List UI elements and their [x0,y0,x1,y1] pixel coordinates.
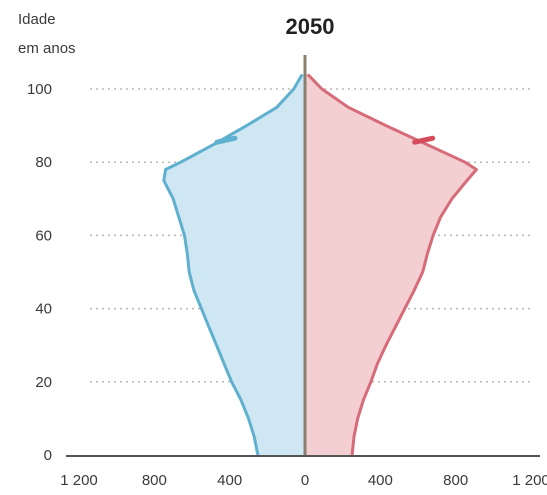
x-tick-label: 800 [142,472,167,489]
y-tick-label: 100 [27,81,52,98]
right-series-line [306,73,478,456]
y-tick-label: 80 [35,154,52,171]
right-highlight-mark [412,135,436,145]
x-tick-label: 800 [443,472,468,489]
y-tick-labels: 0 20 40 60 80 100 [27,81,52,464]
right-area-fill [305,74,477,456]
x-tick-label: 1 200 [512,472,547,489]
y-tick-label: 0 [44,447,52,464]
y-tick-label: 40 [35,301,52,318]
y-tick-label: 20 [35,374,52,391]
y-axis-label-line1: Idade [18,11,56,28]
left-area-fill [163,74,305,456]
chart-title: 2050 [286,14,335,39]
left-series-line [162,73,304,456]
x-tick-labels: 1 200 800 400 0 400 800 1 200 [60,472,547,489]
y-tick-label: 60 [35,227,52,244]
left-highlight-mark [214,135,238,145]
x-tick-label: 0 [301,472,309,489]
x-tick-label: 1 200 [60,472,98,489]
pyramid-areas [162,73,478,456]
highlight-marks [214,135,436,145]
x-tick-label: 400 [368,472,393,489]
y-axis-label-line2: em anos [18,40,76,57]
x-tick-label: 400 [217,472,242,489]
